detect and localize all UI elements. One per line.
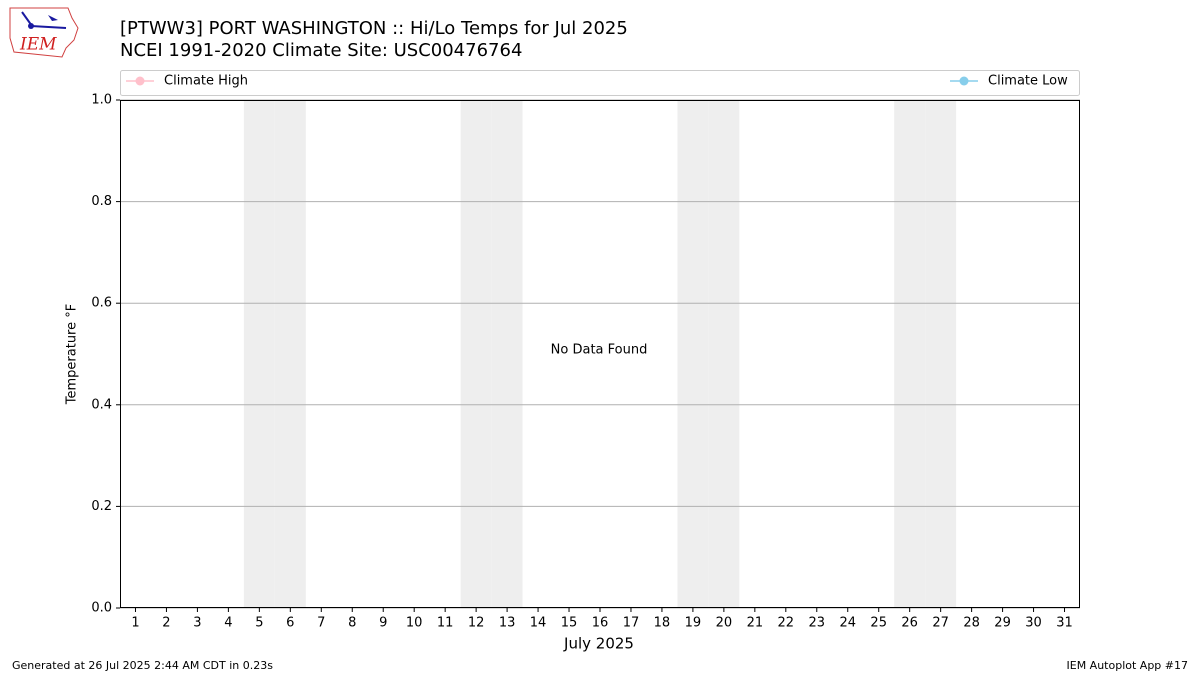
x-tick-label: 23 [809, 616, 826, 631]
weekend-shade [491, 100, 523, 608]
x-tick-label: 25 [870, 616, 887, 631]
y-tick-label: 0.4 [91, 397, 112, 412]
x-tick-label: 3 [193, 616, 201, 631]
x-tick-label: 31 [1056, 616, 1073, 631]
legend-label: Climate Low [988, 74, 1068, 89]
chart-subtitle: NCEI 1991-2020 Climate Site: USC00476764 [120, 40, 522, 61]
legend-marker [135, 76, 145, 86]
x-tick-label: 26 [901, 616, 918, 631]
x-tick-label: 21 [747, 616, 764, 631]
x-tick-label: 6 [286, 616, 294, 631]
x-tick-label: 29 [994, 616, 1011, 631]
logo-text: IEM [19, 35, 57, 55]
x-tick-label: 19 [685, 616, 702, 631]
weekend-shade [894, 100, 926, 608]
x-tick-label: 14 [530, 616, 547, 631]
legend-label: Climate High [164, 74, 248, 89]
x-tick-label: 8 [348, 616, 356, 631]
logo-outline [9, 7, 79, 58]
annotation: No Data Found [551, 343, 648, 358]
x-tick-label: 4 [224, 616, 232, 631]
footer-right: IEM Autoplot App #17 [1067, 659, 1189, 672]
x-tick-label: 1 [131, 616, 139, 631]
legend-marker [959, 76, 969, 86]
x-tick-label: 18 [654, 616, 671, 631]
y-tick-label: 0.0 [91, 601, 112, 616]
weekend-shade [925, 100, 957, 608]
weekend-shade [274, 100, 306, 608]
x-tick-label: 24 [839, 616, 856, 631]
weekend-shade [243, 100, 275, 608]
x-axis-label: July 2025 [563, 635, 634, 653]
weekend-shade [460, 100, 492, 608]
x-tick-label: 2 [162, 616, 170, 631]
logo-icon [48, 15, 58, 21]
x-tick-label: 11 [437, 616, 454, 631]
logo: IEM [9, 7, 79, 58]
x-tick-label: 12 [468, 616, 485, 631]
x-tick-label: 9 [379, 616, 387, 631]
footer-left: Generated at 26 Jul 2025 2:44 AM CDT in … [12, 659, 273, 672]
x-tick-label: 17 [623, 616, 640, 631]
y-axis-label: Temperature °F [65, 304, 80, 405]
weekend-shade [708, 100, 740, 608]
logo-icon [30, 25, 67, 29]
x-tick-label: 20 [716, 616, 733, 631]
x-tick-label: 30 [1025, 616, 1042, 631]
x-tick-label: 15 [561, 616, 578, 631]
legend-box [120, 70, 1080, 96]
y-tick-label: 0.8 [91, 194, 112, 209]
plot [120, 99, 1080, 609]
y-tick-label: 0.2 [91, 499, 112, 514]
weekend-shade [677, 100, 709, 608]
x-tick-label: 13 [499, 616, 516, 631]
x-tick-label: 28 [963, 616, 980, 631]
x-tick-label: 5 [255, 616, 263, 631]
x-tick-label: 7 [317, 616, 325, 631]
x-tick-label: 16 [592, 616, 609, 631]
y-tick-label: 0.6 [91, 296, 112, 311]
x-tick-label: 22 [778, 616, 795, 631]
chart-title: [PTWW3] PORT WASHINGTON :: Hi/Lo Temps f… [120, 18, 628, 39]
plot-frame [120, 100, 1080, 608]
y-tick-label: 1.0 [91, 93, 112, 108]
x-tick-label: 10 [406, 616, 423, 631]
x-tick-label: 27 [932, 616, 949, 631]
